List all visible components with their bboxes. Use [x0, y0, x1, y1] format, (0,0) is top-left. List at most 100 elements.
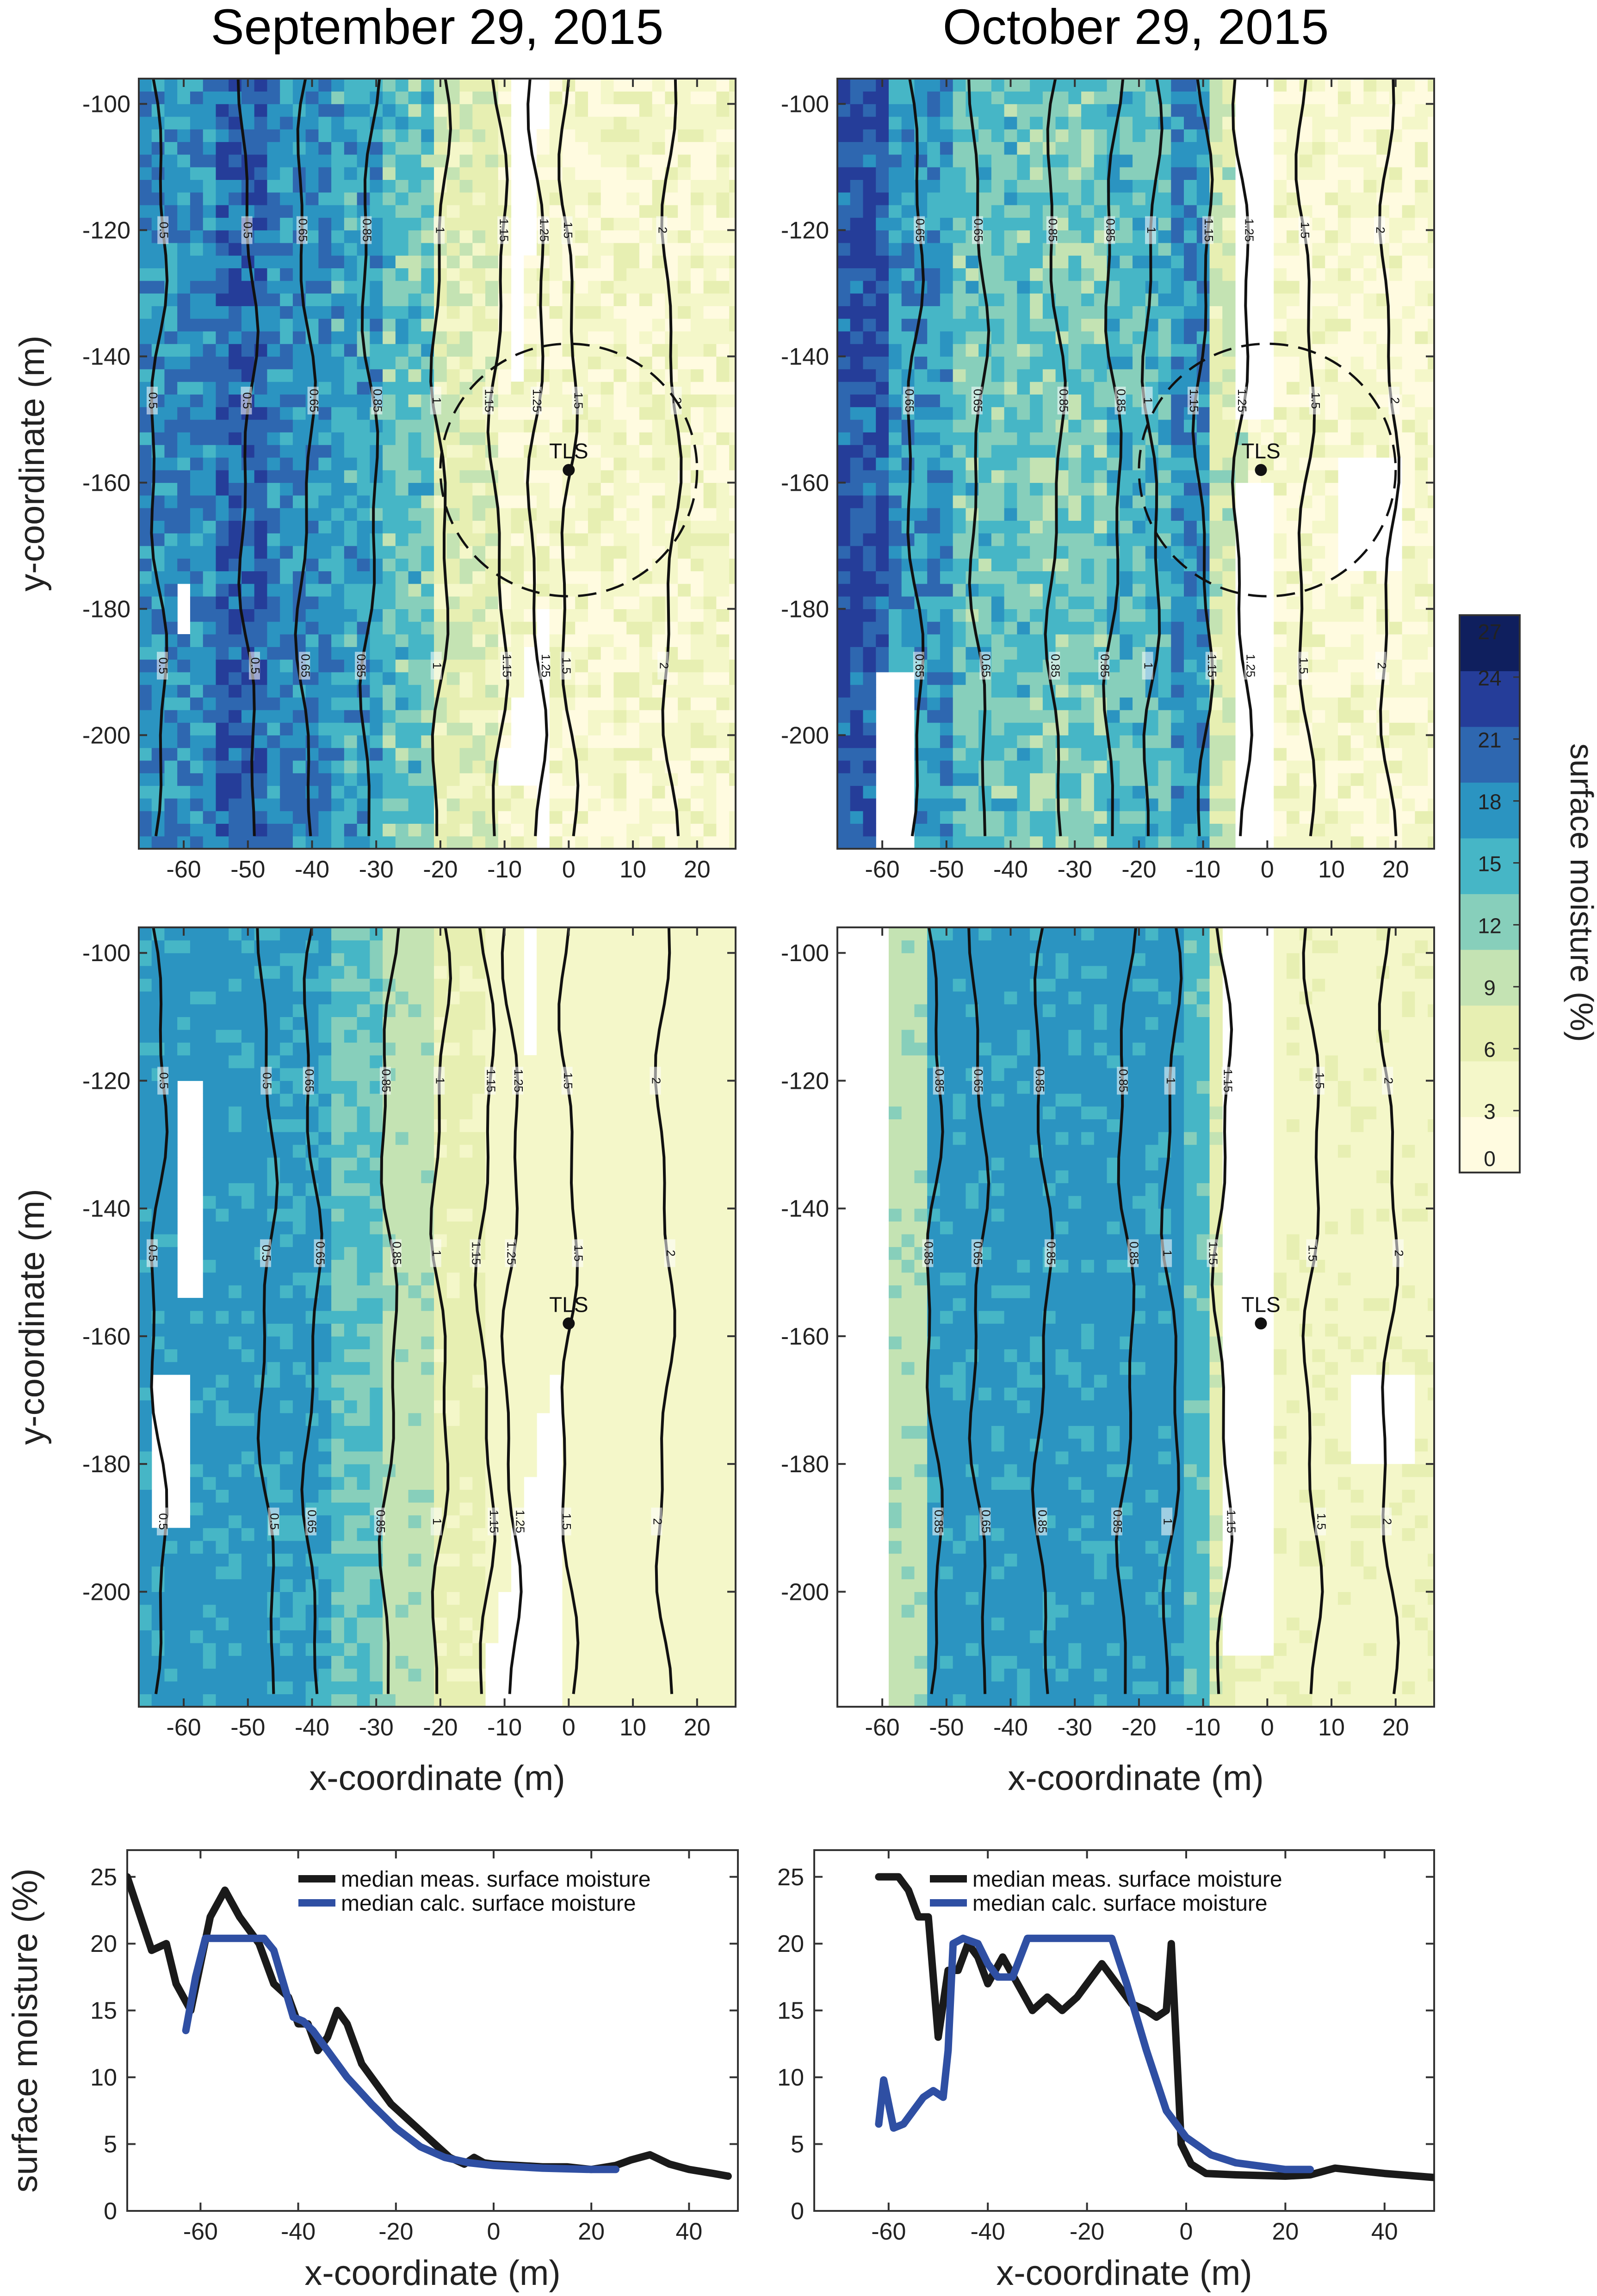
heatmap-cell — [1222, 672, 1236, 685]
heatmap-cell — [203, 508, 217, 521]
heatmap-cell — [1042, 785, 1056, 799]
heatmap-cell — [408, 798, 421, 811]
heatmap-cell — [863, 268, 876, 281]
heatmap-cell — [600, 558, 614, 572]
heatmap-cell — [837, 419, 851, 432]
contour-label: 1.25 — [539, 654, 553, 678]
heatmap-cell — [305, 369, 319, 382]
heatmap-cell — [318, 268, 332, 281]
heatmap-cell — [1222, 735, 1236, 748]
heatmap-cell — [863, 533, 876, 546]
heatmap-cell — [901, 659, 915, 673]
heatmap-cell — [1312, 457, 1325, 470]
heatmap-cell — [1107, 318, 1120, 332]
heatmap-cell — [588, 571, 601, 584]
heatmap-cell — [280, 470, 293, 483]
heatmap-cell — [344, 470, 358, 483]
heatmap-cell — [665, 470, 678, 483]
heatmap-cell — [203, 419, 217, 432]
heatmap-cell — [164, 369, 178, 382]
heatmap-cell — [690, 697, 704, 710]
heatmap-cell — [1030, 747, 1043, 761]
heatmap-cell — [357, 179, 370, 193]
heatmap-cell — [331, 356, 345, 370]
heatmap-cell — [1145, 722, 1159, 735]
heatmap-cell — [537, 520, 550, 534]
heatmap-cell — [164, 91, 178, 105]
heatmap-cell — [940, 167, 953, 180]
heatmap-cell — [344, 382, 358, 395]
heatmap-cell — [370, 318, 383, 332]
heatmap-cell — [850, 571, 864, 584]
heatmap-cell — [927, 722, 941, 735]
heatmap-cell — [703, 747, 717, 761]
heatmap-cell — [1222, 230, 1236, 243]
heatmap-cell — [863, 116, 876, 130]
heatmap-cell — [229, 280, 242, 294]
heatmap-cell — [1004, 318, 1017, 332]
heatmap-cell — [966, 773, 979, 786]
heatmap-cell — [524, 482, 537, 496]
heatmap-cell — [370, 369, 383, 382]
heatmap-cell — [588, 280, 601, 294]
heatmap-cell — [1286, 785, 1300, 799]
heatmap-cell — [292, 811, 306, 824]
contour-label: 1.5 — [572, 392, 586, 409]
heatmap-cell — [190, 710, 204, 723]
heatmap-cell — [421, 533, 434, 546]
heatmap-cell — [1004, 558, 1017, 572]
heatmap-cell — [1184, 167, 1197, 180]
heatmap-cell — [1209, 710, 1223, 723]
heatmap-cell — [1017, 558, 1030, 572]
heatmap-cell — [588, 394, 601, 407]
heatmap-cell — [1274, 457, 1287, 470]
heatmap-cell — [318, 722, 332, 735]
heatmap-cell — [1158, 697, 1171, 710]
heatmap-cell — [1030, 293, 1043, 306]
heatmap-cell — [485, 571, 499, 584]
heatmap-cell — [472, 495, 486, 508]
heatmap-cell — [953, 558, 966, 572]
heatmap-cell — [331, 811, 345, 824]
heatmap-cell — [575, 230, 588, 243]
heatmap-cell — [729, 760, 736, 773]
contour-label-bg — [355, 652, 366, 680]
heatmap-cell — [280, 457, 293, 470]
heatmap-cell — [729, 394, 736, 407]
heatmap-cell — [331, 836, 345, 849]
heatmap-cell — [1081, 583, 1095, 597]
heatmap-cell — [421, 508, 434, 521]
heatmap-cell — [626, 747, 640, 761]
heatmap-cell — [203, 280, 217, 294]
heatmap-cell — [978, 609, 992, 622]
heatmap-cell — [177, 255, 191, 269]
heatmap-cell — [1030, 318, 1043, 332]
heatmap-cell — [966, 571, 979, 584]
heatmap-cell — [485, 306, 499, 319]
heatmap-cell — [190, 520, 204, 534]
heatmap-cell — [1042, 255, 1056, 269]
heatmap-cell — [344, 457, 358, 470]
heatmap-cell — [837, 394, 851, 407]
heatmap-cell — [446, 230, 460, 243]
heatmap-cell — [588, 596, 601, 609]
heatmap-cell — [966, 91, 979, 105]
heatmap-cell — [850, 444, 864, 458]
heatmap-cell — [370, 204, 383, 218]
heatmap-cell — [383, 785, 396, 799]
heatmap-cell — [953, 116, 966, 130]
heatmap-cell — [863, 91, 876, 105]
heatmap-cell — [1312, 659, 1325, 673]
heatmap-cell — [978, 634, 992, 647]
heatmap-cell — [600, 318, 614, 332]
heatmap-cell — [837, 470, 851, 483]
heatmap-cell — [600, 204, 614, 218]
heatmap-cell — [177, 785, 191, 799]
heatmap-cell — [1196, 419, 1210, 432]
heatmap-cell — [716, 811, 730, 824]
heatmap-cell — [1286, 747, 1300, 761]
heatmap-cell — [151, 760, 165, 773]
x-tick-label: -20 — [423, 856, 458, 883]
heatmap-cell — [472, 142, 486, 155]
heatmap-cell — [280, 192, 293, 205]
